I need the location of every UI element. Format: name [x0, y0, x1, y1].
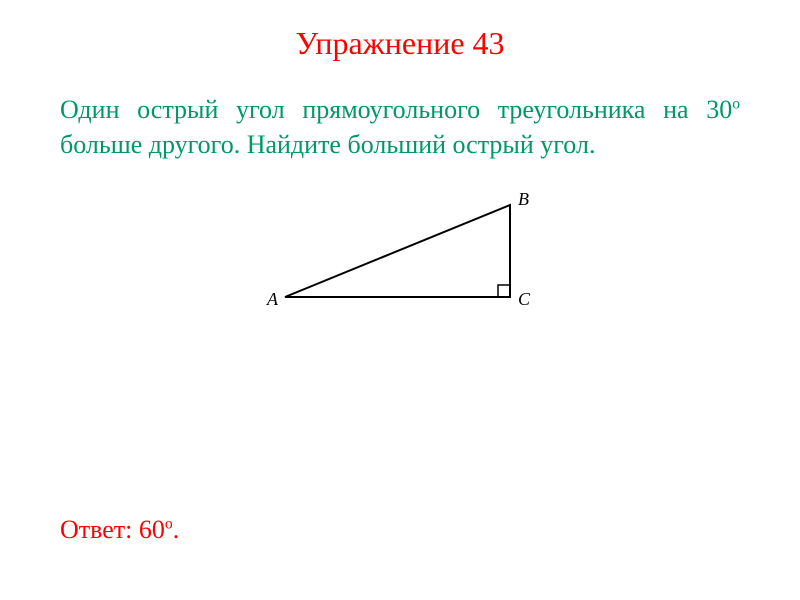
diagram-container: A B C	[0, 162, 800, 327]
vertex-label-b: B	[518, 189, 529, 210]
problem-degree: о	[732, 95, 740, 112]
answer-prefix: Ответ:	[60, 515, 139, 544]
problem-text: Один острый угол прямоугольного треуголь…	[0, 62, 800, 162]
problem-after: больше другого. Найдите больший острый у…	[60, 130, 595, 159]
exercise-title: Упражнение 43	[0, 0, 800, 62]
answer-text: Ответ: 60о.	[60, 515, 179, 545]
answer-value: 60	[139, 515, 165, 544]
answer-degree: о	[165, 515, 173, 532]
vertex-label-a: A	[267, 289, 278, 310]
problem-before: Один острый угол прямоугольного треуголь…	[60, 95, 732, 124]
triangle-svg	[255, 187, 545, 327]
vertex-label-c: C	[518, 289, 530, 310]
triangle-diagram: A B C	[255, 187, 545, 327]
answer-suffix: .	[173, 515, 180, 544]
